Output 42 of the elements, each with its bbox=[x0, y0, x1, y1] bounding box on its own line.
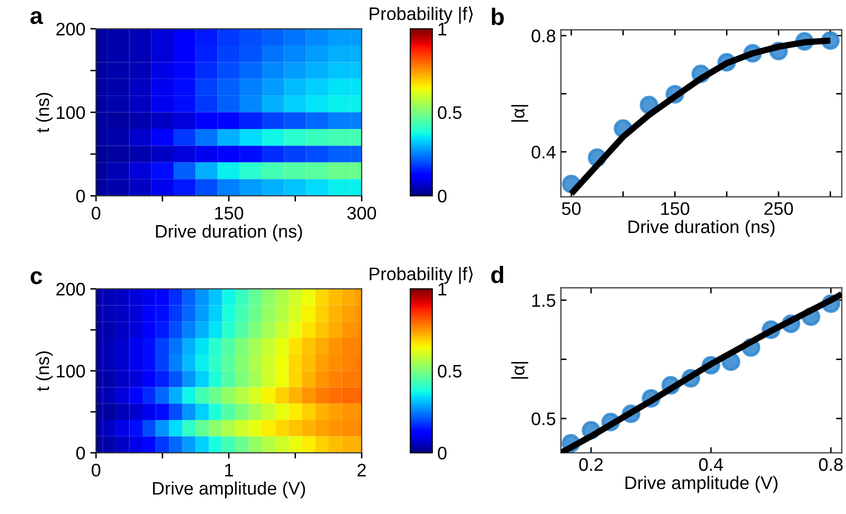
y-tick-label: 0.5 bbox=[532, 412, 556, 426]
x-axis-title: Drive duration (ns) bbox=[156, 224, 302, 242]
chart-title: c bbox=[30, 271, 42, 284]
x-axis-title: Drive amplitude (V) bbox=[626, 476, 778, 493]
chart-title: a bbox=[30, 11, 44, 24]
y-tick-label: 100 bbox=[56, 106, 85, 120]
color-bar-label: 1 bbox=[438, 22, 446, 36]
y-axis-title: |α| bbox=[511, 362, 528, 379]
x-tick-label: 150 bbox=[215, 206, 244, 220]
x-tick-label: 0 bbox=[92, 464, 100, 477]
color-bar-title: Probability |f⟩ bbox=[370, 266, 473, 284]
x-axis-title: Drive amplitude (V) bbox=[153, 481, 305, 498]
color-bar-label: 0.5 bbox=[438, 364, 462, 378]
x-axis-title: Drive duration (ns) bbox=[628, 220, 774, 237]
y-axis-title: t (ns) bbox=[36, 92, 53, 133]
x-tick-label: 300 bbox=[347, 206, 376, 220]
x-tick-label: 150 bbox=[661, 202, 690, 215]
y-tick-label: 0.4 bbox=[532, 146, 556, 159]
color-bar-label: 0 bbox=[438, 190, 446, 203]
chart-title: d bbox=[491, 266, 504, 284]
y-tick-label: 100 bbox=[56, 364, 85, 378]
color-bar-title: Probability |f⟩ bbox=[370, 6, 473, 24]
color-bar-label: 0 bbox=[438, 446, 446, 460]
x-tick-label: 250 bbox=[764, 202, 793, 215]
x-tick-label: 0.2 bbox=[579, 458, 603, 471]
y-tick-label: 200 bbox=[56, 22, 85, 36]
y-tick-label: 1.5 bbox=[532, 294, 556, 307]
x-tick-label: 0 bbox=[92, 206, 100, 220]
color-bar-label: 0.5 bbox=[438, 106, 462, 120]
x-tick-label: 2 bbox=[358, 464, 366, 476]
y-axis-title: t (ns) bbox=[36, 351, 53, 392]
x-tick-label: 1 bbox=[225, 464, 233, 476]
y-tick-label: 0 bbox=[76, 446, 85, 460]
y-tick-label: 200 bbox=[56, 282, 85, 296]
x-tick-label: 0.4 bbox=[699, 458, 723, 471]
chart-title: b bbox=[492, 8, 504, 26]
x-tick-label: 0.8 bbox=[819, 458, 843, 471]
y-tick-label: 0 bbox=[76, 190, 85, 203]
y-axis-title: |α| bbox=[511, 105, 528, 122]
x-tick-label: 50 bbox=[562, 202, 581, 215]
color-bar-label: 1 bbox=[438, 282, 446, 296]
y-tick-label: 0.8 bbox=[532, 30, 556, 42]
